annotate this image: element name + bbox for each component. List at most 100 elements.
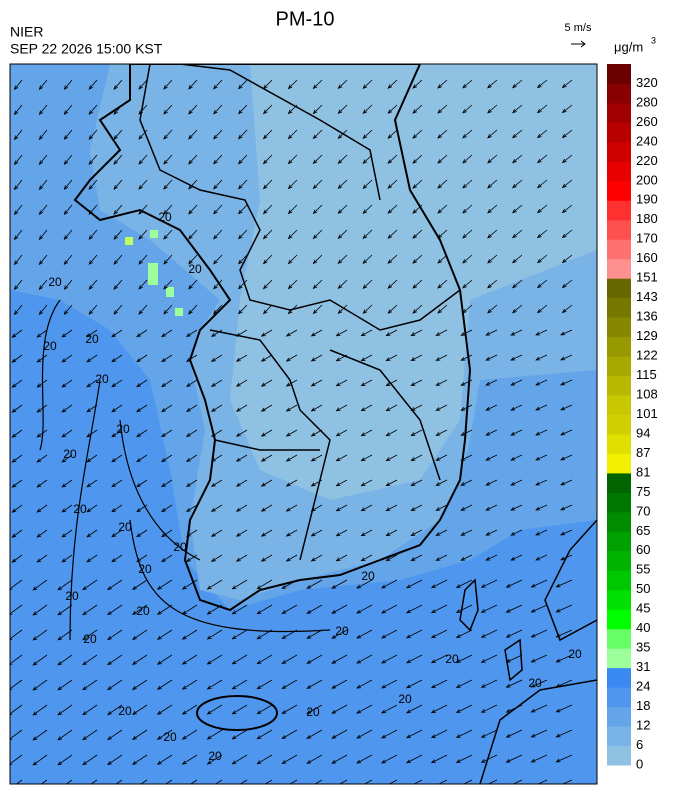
wind-arrowhead xyxy=(331,734,337,739)
wind-arrow xyxy=(207,704,223,715)
wind-arrow xyxy=(136,529,148,537)
wind-arrow xyxy=(238,304,248,314)
wind-arrow xyxy=(57,629,73,641)
wind-arrow xyxy=(186,354,198,362)
wind-arrowhead xyxy=(356,684,362,689)
wind-arrowhead xyxy=(86,333,92,338)
wind-arrow xyxy=(437,104,448,114)
wind-arrowhead xyxy=(10,736,13,741)
wind-arrow xyxy=(510,404,523,411)
colorbar-label: 143 xyxy=(636,289,658,304)
wind-arrow xyxy=(286,454,298,462)
wind-arrow xyxy=(537,154,548,163)
wind-arrow xyxy=(238,279,248,289)
wind-arrowhead xyxy=(462,209,467,214)
wind-arrowhead xyxy=(131,735,137,740)
wind-arrow xyxy=(111,454,123,463)
wind-arrow xyxy=(406,579,423,589)
wind-arrowhead xyxy=(61,508,67,513)
wind-arrow xyxy=(311,354,323,362)
wind-arrow xyxy=(456,704,473,713)
contour-label: 20 xyxy=(118,704,132,718)
wind-arrowhead xyxy=(555,708,561,713)
wind-arrowhead xyxy=(331,634,337,639)
colorbar-label: 94 xyxy=(636,425,650,440)
wind-arrow xyxy=(336,454,348,462)
wind-arrow xyxy=(138,154,148,165)
wind-arrowhead xyxy=(113,85,118,90)
wind-arrow xyxy=(336,554,348,562)
wind-arrowhead xyxy=(560,531,566,536)
wind-arrow xyxy=(510,454,523,461)
contour-label: 20 xyxy=(528,676,542,690)
wind-arrow xyxy=(506,604,523,613)
colorbar-label: 50 xyxy=(636,581,650,596)
wind-arrow xyxy=(12,504,23,513)
wind-arrow xyxy=(161,454,173,462)
wind-arrow xyxy=(64,154,73,165)
wind-arrow xyxy=(461,504,473,511)
wind-arrowhead xyxy=(256,735,262,740)
wind-arrowhead xyxy=(13,135,19,141)
wind-arrowhead xyxy=(63,135,69,141)
wind-arrow xyxy=(411,529,423,536)
wind-arrow xyxy=(313,154,323,164)
wind-arrow xyxy=(39,154,48,165)
wind-arrowhead xyxy=(13,160,19,166)
wind-arrow xyxy=(232,629,248,640)
wind-arrowhead xyxy=(185,382,191,387)
wind-arrowhead xyxy=(260,432,266,437)
wind-arrow xyxy=(213,204,223,215)
contour-label: 20 xyxy=(65,589,79,603)
wind-arrow xyxy=(238,254,248,264)
wind-arrow xyxy=(406,704,423,714)
wind-arrowhead xyxy=(512,158,517,164)
colorbar-label: 170 xyxy=(636,231,658,246)
wind-arrowhead xyxy=(560,556,566,561)
wind-arrow xyxy=(82,629,98,640)
wind-arrow xyxy=(236,554,248,562)
wind-arrow xyxy=(61,529,73,538)
wind-arrow xyxy=(431,729,448,738)
wind-arrow xyxy=(311,429,323,437)
wind-arrow xyxy=(261,329,273,337)
wind-arrowhead xyxy=(287,134,293,140)
wind-arrow xyxy=(161,504,173,512)
wind-arrow xyxy=(64,79,73,90)
wind-arrowhead xyxy=(63,235,69,241)
wind-arrow xyxy=(462,129,473,139)
wind-arrowhead xyxy=(257,785,261,788)
wind-arrowhead xyxy=(86,558,92,563)
wind-arrow xyxy=(562,204,573,213)
wind-arrow xyxy=(356,679,373,689)
wind-arrow xyxy=(157,704,173,715)
wind-arrow xyxy=(436,504,448,511)
wind-arrow xyxy=(331,629,348,639)
wind-arrowhead xyxy=(285,382,291,387)
wind-arrowhead xyxy=(381,709,386,714)
wind-arrowhead xyxy=(387,109,393,114)
wind-arrow xyxy=(288,79,298,89)
wind-arrow xyxy=(462,204,473,214)
wind-arrow xyxy=(288,229,298,239)
wind-arrow xyxy=(387,304,398,314)
wind-arrow xyxy=(560,379,573,386)
wind-arrowhead xyxy=(188,234,193,240)
wind-arrowhead xyxy=(356,759,362,764)
wind-arrowhead xyxy=(235,357,241,362)
wind-arrow xyxy=(213,254,223,265)
wind-arrowhead xyxy=(107,660,112,666)
colorbar-segment xyxy=(607,745,631,766)
wind-arrow xyxy=(111,529,123,538)
contour-label: 20 xyxy=(83,632,97,646)
wind-arrow xyxy=(61,404,73,413)
wind-arrow xyxy=(257,604,273,615)
wind-arrow xyxy=(57,754,73,766)
wind-arrowhead xyxy=(11,533,17,538)
wind-arrowhead xyxy=(210,357,216,362)
wind-arrow xyxy=(412,204,423,214)
wind-arrow xyxy=(307,679,323,689)
wind-arrow xyxy=(261,404,273,412)
wind-arrowhead xyxy=(306,709,312,714)
wind-arrow xyxy=(161,404,173,412)
